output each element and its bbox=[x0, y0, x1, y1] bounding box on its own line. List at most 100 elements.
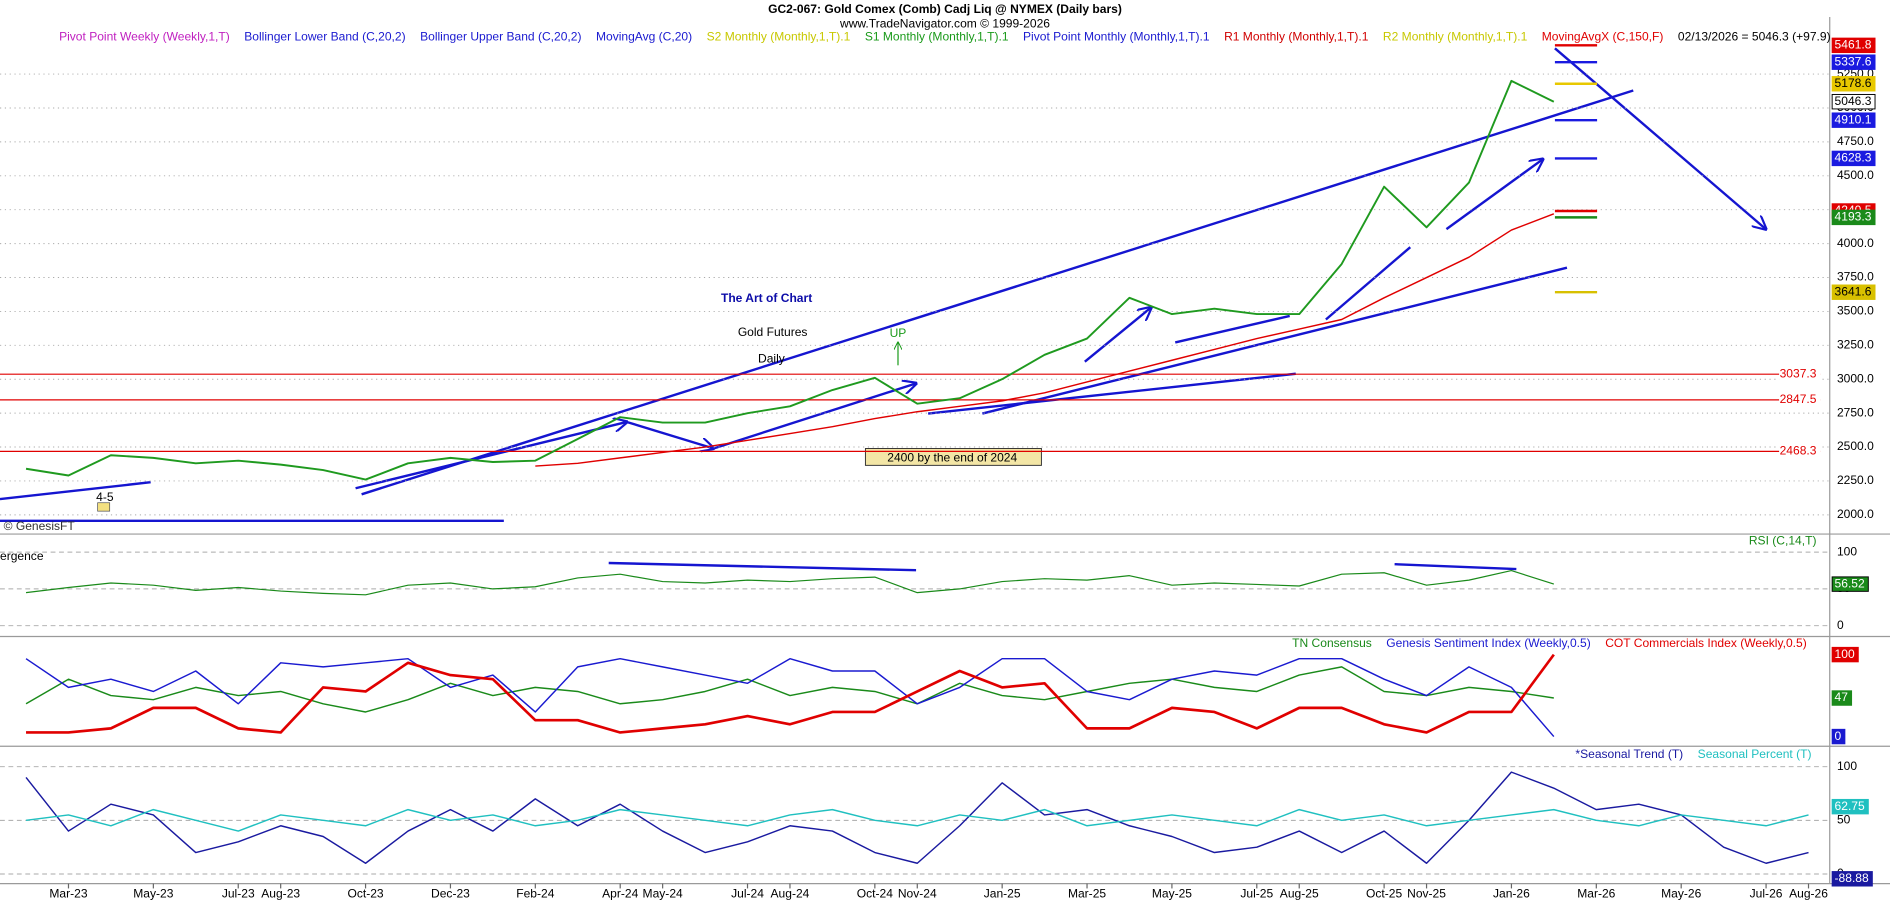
x-tick-label: Nov-25 bbox=[1407, 887, 1446, 901]
legend-entry: R2 Monthly (Monthly,1,T).1 bbox=[1383, 30, 1528, 44]
legend-entry: *Seasonal Trend (T) bbox=[1575, 747, 1683, 761]
value-tag bbox=[1831, 284, 1876, 300]
x-tick-label: Aug-23 bbox=[261, 887, 300, 901]
legend-entry: S1 Monthly (Monthly,1,T).1 bbox=[865, 30, 1009, 44]
x-tick-label: Apr-24 bbox=[602, 887, 638, 901]
chart-subtitle: www.TradeNavigator.com © 1999-2026 bbox=[839, 16, 1050, 30]
legend-entry: Bollinger Upper Band (C,20,2) bbox=[420, 30, 581, 44]
y-tick-label: 2250.0 bbox=[1837, 473, 1874, 487]
value-tag-label: 5337.6 bbox=[1835, 54, 1872, 68]
value-tag-label: -88.88 bbox=[1835, 871, 1869, 885]
y-tick-label: 100 bbox=[1837, 544, 1857, 558]
y-tick-label: 3000.0 bbox=[1837, 371, 1874, 385]
value-tag-label: 5461.8 bbox=[1835, 38, 1872, 52]
data-line bbox=[25, 771, 1809, 864]
data-line bbox=[25, 657, 1555, 738]
x-tick-label: May-23 bbox=[133, 887, 173, 901]
y-tick-label: 3250.0 bbox=[1837, 338, 1874, 352]
level-label: 2847.5 bbox=[1780, 392, 1817, 406]
value-tag-label: 47 bbox=[1835, 690, 1849, 704]
x-tick-label: Aug-25 bbox=[1280, 887, 1319, 901]
divergence-label: ergence bbox=[0, 549, 44, 563]
x-tick-label: Mar-26 bbox=[1577, 887, 1615, 901]
legend-entry: Pivot Point Weekly (Weekly,1,T) bbox=[59, 30, 230, 44]
value-tag-label: 62.75 bbox=[1835, 799, 1865, 813]
level-label: 3037.3 bbox=[1780, 366, 1817, 380]
value-tag bbox=[1831, 728, 1846, 745]
value-tag-label: 4193.3 bbox=[1835, 210, 1872, 224]
x-tick-label: Mar-25 bbox=[1068, 887, 1106, 901]
x-tick-label: Jan-26 bbox=[1493, 887, 1530, 901]
value-tag-label: 100 bbox=[1835, 647, 1855, 661]
y-tick-label: 3500.0 bbox=[1837, 304, 1874, 318]
legend-entry: 02/13/2026 = 5046.3 (+97.9) bbox=[1678, 30, 1831, 44]
legend-entry: R1 Monthly (Monthly,1,T).1 bbox=[1224, 30, 1369, 44]
legend-entry: TN Consensus bbox=[1292, 636, 1372, 650]
legend-entry: Genesis Sentiment Index (Weekly,0.5) bbox=[1386, 636, 1590, 650]
x-tick-label: Oct-23 bbox=[347, 887, 383, 901]
x-tick-label: Jan-25 bbox=[984, 887, 1021, 901]
level-label: 2468.3 bbox=[1780, 444, 1817, 458]
x-tick-label: Jul-26 bbox=[1750, 887, 1783, 901]
header: GC2-067: Gold Comex (Comb) Cadj Liq @ NY… bbox=[768, 2, 1122, 30]
signal-label: UP bbox=[890, 326, 907, 340]
y-tick-label: 100 bbox=[1837, 759, 1857, 773]
panel-frames bbox=[0, 16, 1890, 885]
level-label-bg bbox=[1779, 392, 1821, 408]
level-label-bg bbox=[1779, 444, 1821, 459]
x-tick-label: Oct-25 bbox=[1366, 887, 1402, 901]
y-tick-label: 0 bbox=[1837, 618, 1844, 632]
forecast-box bbox=[864, 448, 1042, 466]
x-tick-label: Jul-25 bbox=[1240, 887, 1273, 901]
legend-entry: MovingAvg (C,20) bbox=[596, 30, 692, 44]
value-tag-label: 56.52 bbox=[1835, 576, 1865, 590]
value-tag bbox=[1831, 871, 1873, 887]
y-tick-label: 2500.0 bbox=[1837, 439, 1874, 453]
value-tag bbox=[1831, 798, 1869, 815]
value-tag bbox=[1831, 646, 1859, 663]
x-tick-label: May-24 bbox=[643, 887, 683, 901]
value-tag bbox=[1831, 576, 1869, 592]
value-tag bbox=[1831, 112, 1876, 128]
trend-lines bbox=[0, 47, 1766, 572]
annotations: The Art of Chart Gold Futures Daily UP 2… bbox=[0, 291, 1042, 563]
wave-label: 4-5 bbox=[96, 490, 114, 504]
headline: The Art of Chart bbox=[721, 291, 812, 305]
legend-entry: MovingAvgX (C,150,F) bbox=[1542, 30, 1664, 44]
x-tick-label: May-25 bbox=[1152, 887, 1192, 901]
x-tick-label: Aug-26 bbox=[1789, 887, 1828, 901]
value-tag bbox=[1831, 37, 1876, 54]
value-tag bbox=[1831, 54, 1876, 70]
x-tick-label: Mar-23 bbox=[49, 887, 87, 901]
interval-label: Daily bbox=[758, 351, 785, 365]
level-label-bg bbox=[1779, 366, 1821, 382]
data-line bbox=[26, 653, 1555, 734]
x-tick-label: Aug-24 bbox=[771, 887, 810, 901]
value-tag bbox=[1831, 93, 1876, 110]
forecast-label: 2400 by the end of 2024 bbox=[887, 450, 1017, 464]
value-tag-label: 0 bbox=[1835, 729, 1842, 743]
y-tick-label: 4750.0 bbox=[1837, 134, 1874, 148]
y-tick-label: 50 bbox=[1837, 813, 1851, 827]
source-label: © GenesisFT bbox=[4, 519, 76, 533]
y-tick-label: 2000.0 bbox=[1837, 507, 1874, 521]
data-line bbox=[25, 569, 1555, 596]
legend-entry: COT Commercials Index (Weekly,0.5) bbox=[1605, 636, 1807, 650]
legend-entry: Bollinger Lower Band (C,20,2) bbox=[244, 30, 405, 44]
x-tick-label: Jul-23 bbox=[222, 887, 255, 901]
y-tick-label: 2750.0 bbox=[1837, 405, 1874, 419]
value-tag bbox=[1831, 150, 1876, 167]
panel-title: RSI (C,14,T) bbox=[1749, 533, 1817, 547]
x-tick-label: May-26 bbox=[1661, 887, 1701, 901]
x-tick-label: Jul-24 bbox=[731, 887, 764, 901]
value-tag bbox=[1831, 76, 1876, 92]
y-tick-label: 3750.0 bbox=[1837, 270, 1874, 284]
data-line bbox=[25, 808, 1809, 832]
x-tick-label: Feb-24 bbox=[516, 887, 554, 901]
y-tick-label: 4500.0 bbox=[1837, 168, 1874, 182]
wave-icon bbox=[97, 502, 111, 512]
legend-entry: Seasonal Percent (T) bbox=[1698, 747, 1812, 761]
value-tag bbox=[1831, 690, 1853, 706]
